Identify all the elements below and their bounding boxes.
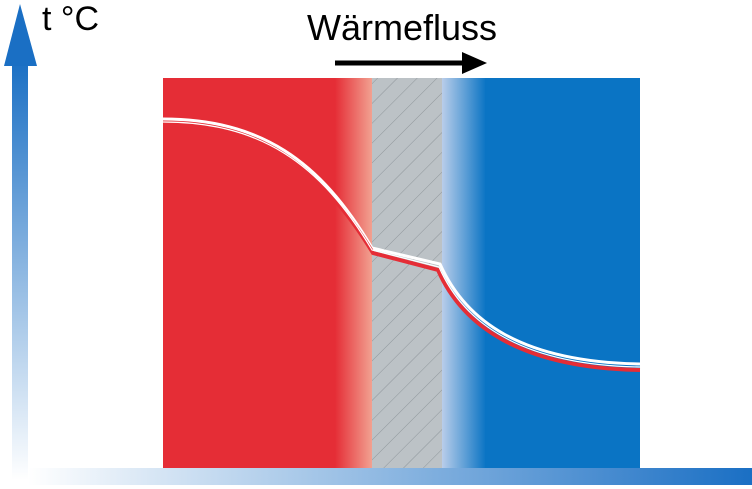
- y-axis-arrow: [4, 4, 37, 66]
- temperature-curve: [162, 123, 641, 372]
- heat-flow-arrowhead: [462, 52, 487, 74]
- x-axis: [28, 468, 752, 485]
- hot-zone: [163, 78, 336, 470]
- cold-zone: [485, 78, 640, 470]
- curve-line: [162, 121, 641, 368]
- y-axis: [12, 60, 28, 480]
- y-axis-label: t °C: [42, 0, 99, 38]
- cold-transition: [442, 78, 486, 470]
- wall: [372, 78, 442, 470]
- heat-flow-label: Wärmefluss: [307, 7, 497, 48]
- hot-transition: [335, 78, 373, 470]
